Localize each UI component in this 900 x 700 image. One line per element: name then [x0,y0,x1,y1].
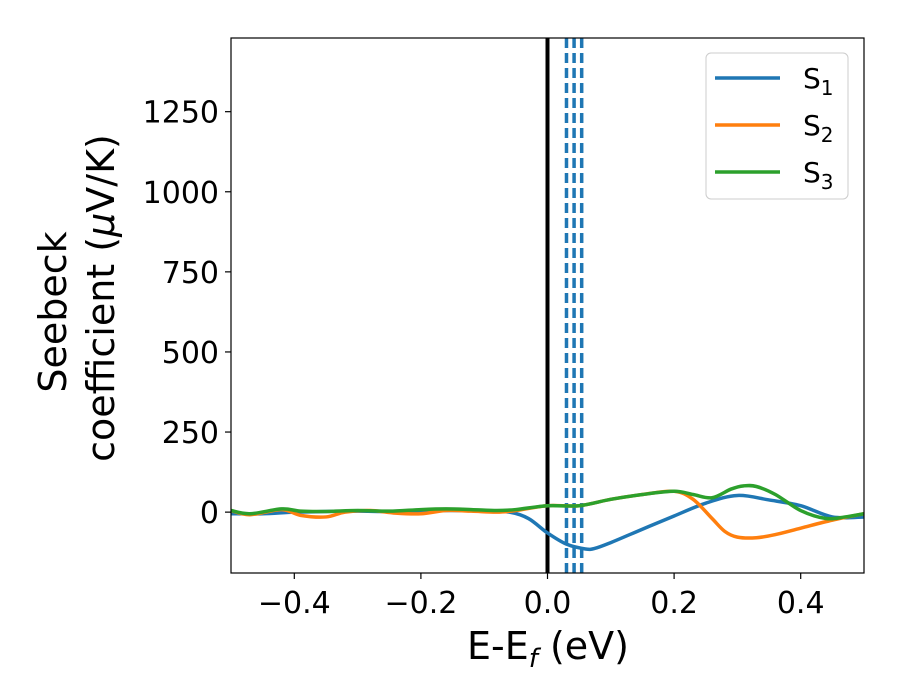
y-tick-label: 750 [162,256,219,291]
x-axis-label-unit: (eV) [538,624,629,668]
y-axis-label-line2: coefficient (μV/K) [79,134,123,462]
x-tick-label: 0.4 [777,586,825,621]
x-tick-label: −0.4 [258,586,331,621]
legend: S1 S2 S3 [705,52,849,200]
legend-label-s1: S1 [803,62,834,100]
y-axis-ticks: 0 250 500 750 1000 1250 [143,96,231,531]
legend-items: S1 S2 S3 [715,62,834,194]
y-axis-label-line2-text: coefficient ( [79,237,123,462]
y-axis-label-line1: Seebeck [31,231,75,392]
x-axis-ticks: −0.4 −0.2 0.0 0.2 0.4 [258,573,825,621]
y-axis-label-mu: μ [79,213,123,238]
y-tick-label: 500 [162,336,219,371]
x-tick-label: 0.2 [650,586,698,621]
y-tick-label: 250 [162,416,219,451]
y-axis-label: Seebeck coefficient (μV/K) [31,134,123,462]
x-axis-label-main: E-E [467,624,529,668]
x-axis-label: E-Ef (eV) [467,624,629,674]
y-tick-label: 1250 [143,96,219,131]
y-tick-label: 0 [200,496,219,531]
legend-label-s3: S3 [803,156,834,194]
vertical-lines [545,38,584,573]
y-axis-label-line2-end: V/K) [79,134,123,213]
x-tick-label: −0.2 [384,586,457,621]
series-lines [231,483,864,552]
y-tick-label: 1000 [143,176,219,211]
series-line-s3 [231,483,864,521]
legend-label-s2: S2 [803,109,834,147]
x-tick-label: 0.0 [524,586,572,621]
